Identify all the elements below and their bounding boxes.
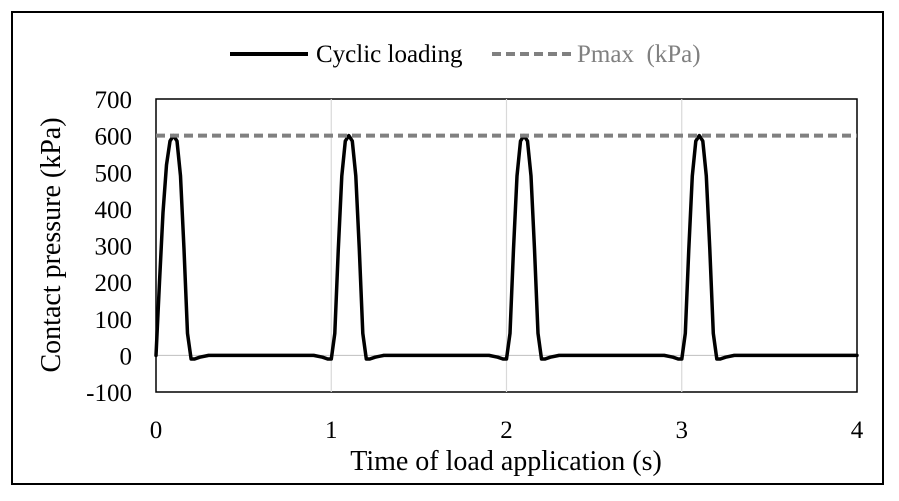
plot-area xyxy=(154,98,859,393)
y-tick-label: 0 xyxy=(120,343,133,370)
y-tick-label: 600 xyxy=(95,124,133,151)
x-tick-label: 1 xyxy=(325,417,338,444)
y-tick-label: 200 xyxy=(95,270,133,297)
y-tick-labels: -100 0 100 200 300 400 500 600 700 xyxy=(86,87,132,407)
y-tick-label: 100 xyxy=(95,307,133,334)
x-tick-label: 4 xyxy=(851,417,864,444)
y-axis-title: Contact pressure (kPa) xyxy=(36,117,67,372)
y-tick-label: 500 xyxy=(95,160,133,187)
legend: Cyclic loading Pmax (kPa) xyxy=(230,41,701,68)
series-group xyxy=(154,133,859,361)
y-tick-label: 700 xyxy=(95,87,133,114)
legend-label-cyclic-loading: Cyclic loading xyxy=(316,41,463,68)
y-tick-label: -100 xyxy=(86,380,132,407)
x-tick-label: 3 xyxy=(676,417,689,444)
series-line-cyclic-loading xyxy=(154,133,859,361)
x-tick-label: 2 xyxy=(500,417,513,444)
x-tick-label: 0 xyxy=(150,417,163,444)
legend-label-pmax: Pmax (kPa) xyxy=(577,41,701,68)
y-tick-label: 300 xyxy=(95,234,133,261)
gridlines xyxy=(330,99,683,392)
x-tick-labels: 0 1 2 3 4 xyxy=(150,417,864,444)
y-tick-label: 400 xyxy=(95,197,133,224)
x-axis-title: Time of load application (s) xyxy=(350,446,662,477)
